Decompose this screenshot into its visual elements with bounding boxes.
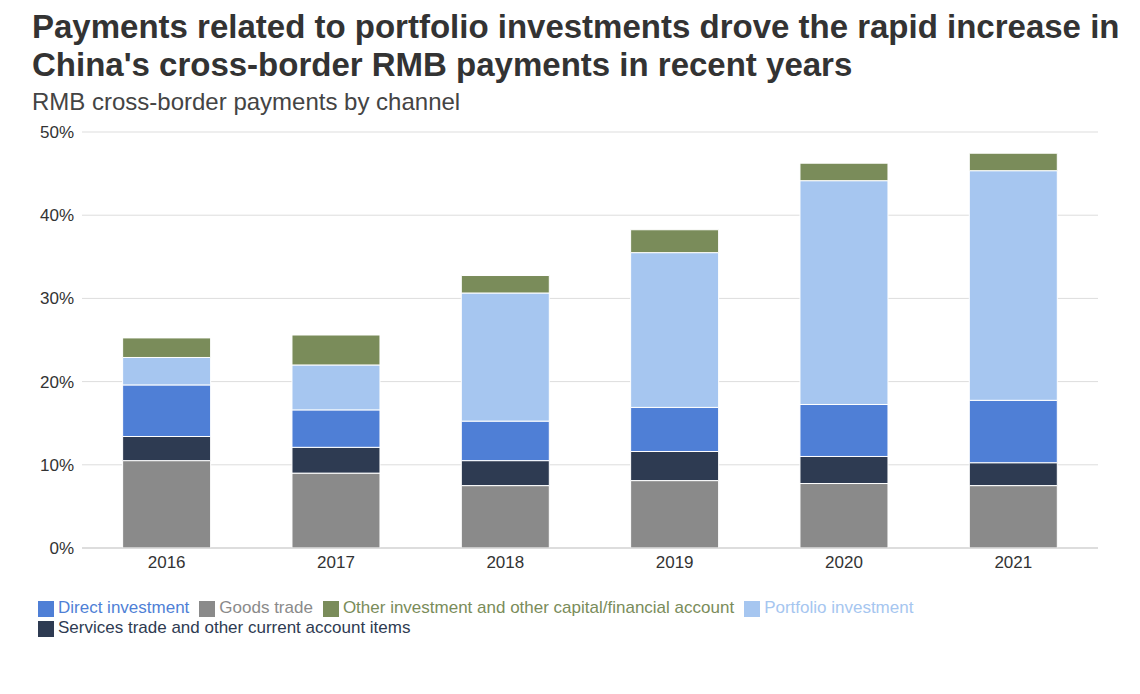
svg-text:40%: 40% (40, 206, 74, 225)
html-text:Portfolio investment: Portfolio investment (764, 598, 914, 617)
svg-text:2016: 2016 (148, 553, 186, 572)
svg-text:30%: 30% (40, 289, 74, 308)
svg-text:2018: 2018 (486, 553, 524, 572)
svg-text:2019: 2019 (656, 553, 694, 572)
svg-text:50%: 50% (40, 123, 74, 142)
html-text:Payments related to portfolio: Payments related to portfolio investment… (32, 8, 1120, 83)
svg-text:0%: 0% (49, 539, 74, 558)
html-text:RMB cross-border payments by c: RMB cross-border payments by channel (32, 88, 461, 115)
svg-text:2021: 2021 (994, 553, 1032, 572)
html-text:Other investment and other cap: Other investment and other capital/finan… (342, 598, 735, 617)
svg-text:2017: 2017 (317, 553, 355, 572)
html-text:Direct investment: Direct investment (58, 598, 190, 617)
html-text:Goods trade: Goods trade (219, 598, 313, 617)
svg-text:10%: 10% (40, 456, 74, 475)
svg-text:2020: 2020 (825, 553, 863, 572)
svg-text:20%: 20% (40, 373, 74, 392)
html-text:Services trade and other curre: Services trade and other current account… (58, 618, 411, 637)
